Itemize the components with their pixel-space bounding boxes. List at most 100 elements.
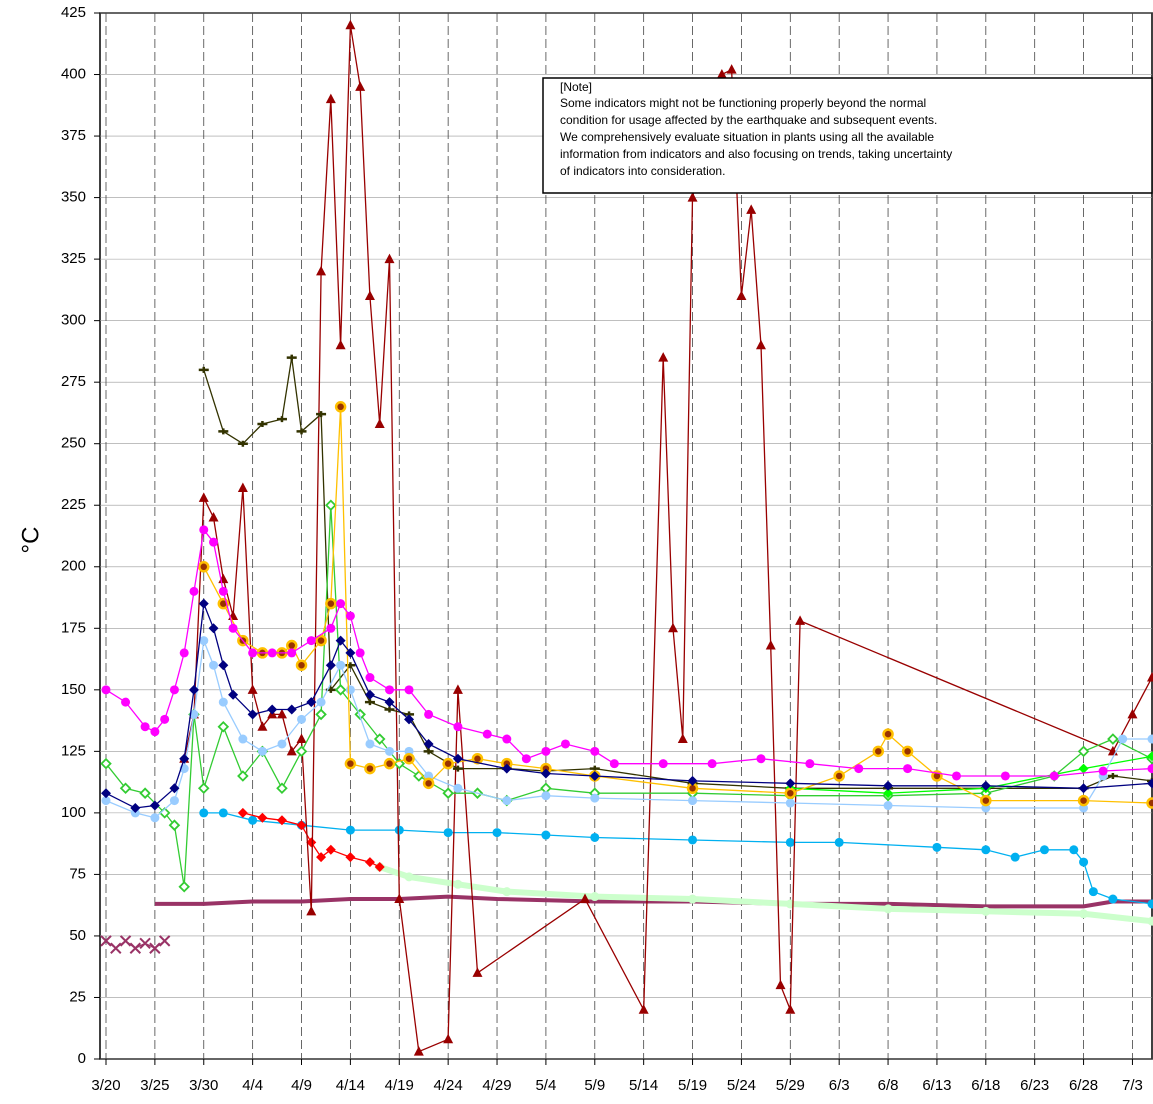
marker (492, 828, 502, 838)
marker (316, 852, 327, 863)
series (101, 525, 1153, 781)
marker (413, 1046, 424, 1056)
marker (336, 660, 346, 670)
marker (785, 837, 795, 847)
marker (1107, 772, 1118, 779)
series-line (154, 894, 1152, 909)
marker (286, 354, 297, 361)
marker (197, 782, 210, 795)
marker (160, 714, 170, 724)
marker (423, 748, 434, 755)
marker (805, 759, 815, 769)
x-tick-label: 4/19 (385, 1077, 414, 1094)
marker (101, 685, 111, 695)
note-line: Some indicators might not be functioning… (560, 96, 926, 110)
y-tick-label: 75 (69, 865, 86, 882)
marker (453, 722, 463, 732)
y-tick-label: 200 (61, 558, 86, 575)
marker (590, 793, 600, 803)
marker (501, 763, 512, 774)
marker (980, 780, 991, 791)
marker (1118, 734, 1128, 744)
y-tick-label: 250 (61, 435, 86, 452)
marker (209, 537, 219, 547)
marker (276, 708, 287, 719)
marker (903, 764, 913, 774)
marker (1147, 734, 1153, 744)
marker (394, 825, 404, 835)
marker (257, 721, 268, 731)
marker (453, 879, 463, 889)
marker (736, 290, 747, 301)
x-tick-label: 5/9 (584, 1077, 605, 1094)
x-tick-label: 6/23 (1020, 1077, 1049, 1094)
series (199, 808, 1153, 909)
marker (560, 739, 570, 749)
marker (119, 935, 132, 947)
marker (286, 704, 297, 715)
marker (325, 844, 336, 855)
marker (345, 825, 355, 835)
marker (257, 812, 268, 823)
marker (267, 648, 277, 658)
marker (198, 598, 209, 609)
marker (443, 1033, 454, 1044)
marker (765, 640, 776, 650)
marker (854, 764, 864, 774)
marker (208, 512, 219, 522)
marker (150, 813, 160, 823)
marker (1079, 909, 1089, 919)
marker (237, 770, 249, 782)
y-tick-label: 225 (61, 496, 86, 513)
x-tick-label: 5/4 (535, 1077, 556, 1094)
marker (442, 757, 454, 770)
x-tick-label: 6/8 (878, 1077, 899, 1094)
marker (590, 746, 600, 756)
marker (286, 745, 297, 756)
note-box: [Note] Some indicators might not be func… (542, 77, 1153, 194)
marker (453, 783, 463, 793)
marker (228, 623, 238, 633)
marker (306, 905, 317, 916)
marker (638, 1004, 649, 1014)
marker (502, 734, 512, 744)
axes: 0 25 50 75 100 125 150 175 200 225 250 275 300 325 350… (61, 4, 1143, 1094)
marker (658, 759, 668, 769)
marker (247, 709, 258, 720)
marker (785, 798, 795, 808)
marker (325, 597, 337, 610)
marker (677, 733, 688, 744)
marker (951, 771, 961, 781)
x-tick-label: 4/14 (336, 1077, 365, 1094)
marker (158, 935, 171, 947)
marker (101, 796, 111, 806)
marker (932, 842, 942, 852)
marker (276, 416, 287, 423)
marker (295, 659, 308, 671)
series (101, 636, 1153, 823)
marker (590, 832, 600, 842)
y-tick-label: 325 (61, 250, 86, 267)
marker (756, 754, 766, 764)
marker (1069, 845, 1079, 855)
marker (345, 647, 356, 658)
marker (365, 739, 375, 749)
marker (345, 852, 356, 863)
marker (247, 684, 258, 694)
marker (218, 697, 228, 707)
note-line: We comprehensively evaluate situation in… (560, 130, 934, 144)
marker (1147, 778, 1153, 789)
note-line: condition for usage affected by the eart… (560, 113, 937, 127)
marker (1077, 745, 1090, 758)
marker (248, 648, 258, 658)
series (154, 894, 1152, 909)
series-line (105, 638, 1152, 819)
y-tick-label: 425 (61, 4, 86, 21)
marker (775, 979, 786, 990)
marker (345, 611, 355, 621)
marker (237, 807, 248, 818)
y-tick-label: 300 (61, 312, 86, 329)
marker (384, 706, 395, 713)
marker (521, 754, 531, 764)
marker (784, 787, 797, 799)
